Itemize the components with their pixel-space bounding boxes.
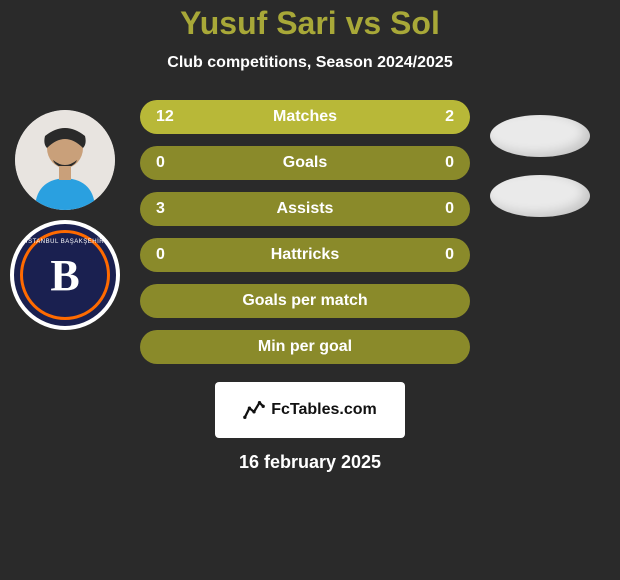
stat-label: Goals per match: [140, 292, 470, 310]
player1-avatar: [15, 110, 115, 210]
stat-bar: Goals per match: [140, 284, 470, 318]
vs-text: vs: [346, 5, 382, 41]
player1-name: Yusuf Sari: [180, 5, 337, 41]
club-badge-inner: ISTANBUL BAŞAKŞEHİR B: [20, 230, 110, 320]
player2-avatar-placeholder: [490, 115, 590, 157]
footer-date: 16 february 2025: [0, 452, 620, 473]
footer-brand-text: FcTables.com: [271, 401, 377, 419]
stat-bar: 122Matches: [140, 100, 470, 134]
stat-bar: 00Hattricks: [140, 238, 470, 272]
stat-label: Hattricks: [140, 246, 470, 264]
stat-label: Min per goal: [140, 338, 470, 356]
right-column: [480, 100, 600, 364]
chart-icon: [243, 399, 265, 421]
stat-label: Assists: [140, 200, 470, 218]
stats-column: 122Matches 00Goals 30Assists 00Hattricks Goa…: [120, 100, 480, 364]
stat-label: Matches: [140, 108, 470, 126]
root: Yusuf Sari vs Sol Club competitions, Sea…: [0, 0, 620, 473]
club-ring-text: ISTANBUL BAŞAKŞEHİR: [23, 239, 107, 245]
left-column: ISTANBUL BAŞAKŞEHİR B: [10, 100, 120, 364]
player2-club-placeholder: [490, 175, 590, 217]
stat-bar: 00Goals: [140, 146, 470, 180]
stat-bar: 30Assists: [140, 192, 470, 226]
stat-bar: Min per goal: [140, 330, 470, 364]
stat-label: Goals: [140, 154, 470, 172]
main-row: ISTANBUL BAŞAKŞEHİR B 122Matches 00Goals 3…: [0, 100, 620, 364]
footer-brand-box: FcTables.com: [215, 382, 405, 438]
club-badge: ISTANBUL BAŞAKŞEHİR B: [10, 220, 120, 330]
avatar-placeholder-icon: [15, 110, 115, 210]
subtitle: Club competitions, Season 2024/2025: [0, 54, 620, 72]
page-title: Yusuf Sari vs Sol: [0, 5, 620, 42]
club-letter: B: [50, 250, 79, 301]
player2-name: Sol: [390, 5, 440, 41]
